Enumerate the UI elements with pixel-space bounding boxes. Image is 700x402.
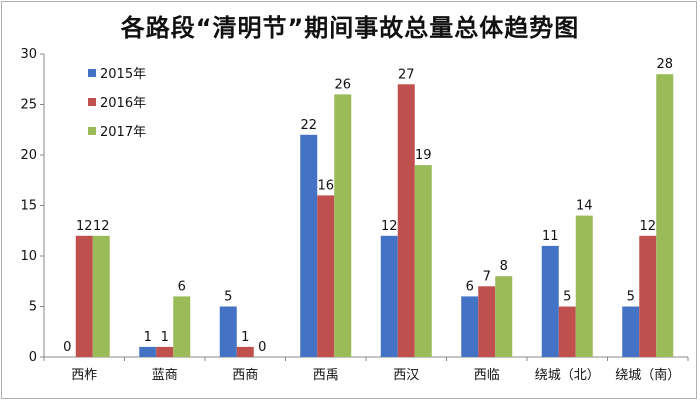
data-label: 0 [258,340,266,355]
data-label: 27 [398,67,415,82]
bar [461,296,479,357]
data-label: 11 [542,229,559,244]
legend-swatch [88,69,96,77]
bar [219,306,237,357]
data-label: 6 [466,279,474,294]
y-tick-label: 15 [20,199,37,214]
data-label: 19 [415,148,432,163]
data-label: 26 [334,77,351,92]
y-tick-label: 10 [20,249,37,264]
data-label: 1 [144,330,152,345]
bar [558,306,576,357]
category-label: 绕城（北） [535,368,600,383]
data-label: 12 [381,219,398,234]
bar [639,235,657,357]
bar [397,84,415,358]
bar [478,286,496,357]
chart-title: 各路段“清明节”期间事故总量总体趋势图 [120,14,580,42]
bar [139,346,157,357]
category-label: 西临 [474,368,500,383]
category-label: 西柞 [71,368,97,383]
y-tick-label: 30 [20,47,37,62]
y-tick-label: 5 [29,300,37,315]
y-tick-label: 25 [20,98,37,113]
data-label: 12 [76,219,93,234]
data-label: 6 [178,279,186,294]
bar [156,346,174,357]
category-label: 蓝商 [152,368,178,383]
legend-swatch [88,98,96,106]
data-label: 8 [500,259,508,274]
data-label: 28 [656,57,673,72]
bar [380,235,398,357]
data-label: 1 [161,330,169,345]
data-label: 5 [563,290,571,305]
data-label: 22 [300,118,317,133]
bar [414,165,432,357]
data-label: 12 [639,219,656,234]
category-label: 西禹 [313,368,339,383]
bar [575,215,593,357]
data-label: 1 [241,330,249,345]
bar [300,134,318,357]
bar [92,235,110,357]
category-label: 西商 [232,368,258,383]
bar [236,346,254,357]
legend-label: 2016年 [100,96,146,111]
bar [334,94,352,358]
bar [75,235,93,357]
bar [656,74,674,357]
data-label: 7 [483,269,491,284]
bar [317,195,335,357]
data-label: 16 [317,178,334,193]
bar [173,296,191,357]
category-label: 绕城（南） [615,367,680,383]
data-label: 5 [627,290,635,305]
category-label: 西汉 [393,368,419,383]
legend-swatch [88,127,96,135]
bar [622,306,640,357]
bar [495,276,513,357]
legend-label: 2015年 [100,67,146,82]
data-label: 5 [224,290,232,305]
legend-label: 2017年 [100,125,146,140]
bar [541,245,559,357]
data-label: 0 [63,340,71,355]
data-label: 12 [93,219,110,234]
y-tick-label: 0 [29,350,37,365]
data-label: 14 [576,199,593,214]
y-tick-label: 20 [20,148,37,163]
